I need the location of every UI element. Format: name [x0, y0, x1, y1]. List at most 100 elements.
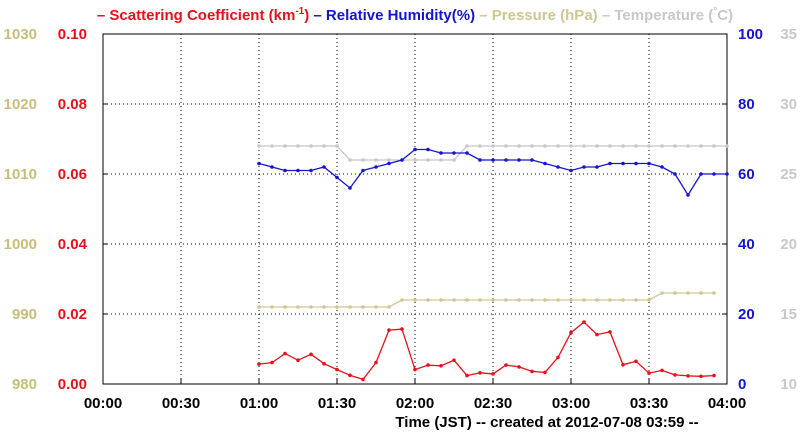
title-segment: – Pressure (hPa): [475, 7, 598, 24]
scattering-coefficient-point: [361, 377, 365, 382]
relative-humidity-point: [569, 168, 573, 173]
temperature-point: [309, 144, 313, 148]
pressure-point: [699, 291, 703, 295]
scattering-tick-label: 0.00: [58, 376, 87, 393]
scattering-coefficient-point: [257, 362, 261, 366]
scattering-coefficient-point: [309, 352, 313, 357]
temperature-point: [530, 144, 534, 148]
pressure-point: [361, 305, 365, 309]
scattering-coefficient-point: [296, 358, 300, 363]
relative-humidity-point: [478, 158, 482, 162]
pressure-point: [647, 298, 651, 302]
relative-humidity-point: [439, 151, 443, 155]
scattering-coefficient-point: [452, 358, 456, 363]
pressure-point: [309, 305, 313, 309]
temperature-point: [387, 158, 391, 162]
scattering-coefficient-point: [374, 360, 378, 365]
pressure-point: [439, 298, 443, 302]
pressure-point: [673, 291, 677, 295]
pressure-tick-label: 980: [12, 376, 37, 393]
scattering-coefficient-point: [335, 367, 339, 372]
title-segment: ): [304, 7, 309, 24]
temperature-point: [335, 144, 339, 148]
scattering-coefficient-point: [387, 328, 391, 332]
temperature-tick-label: 35: [780, 26, 797, 43]
title-segment: – Scattering Coefficient (km: [97, 7, 295, 24]
relative-humidity-point: [660, 165, 664, 169]
chart-title: – Scattering Coefficient (km-1) – Relati…: [97, 6, 733, 24]
temperature-tick-label: 20: [780, 236, 797, 253]
temperature-point: [439, 158, 443, 162]
temperature-point: [413, 158, 417, 162]
humidity-tick-label: 20: [738, 306, 755, 323]
pressure-point: [543, 298, 547, 302]
temperature-point: [270, 144, 274, 148]
temperature-point: [556, 144, 560, 148]
grid: [103, 34, 727, 384]
relative-humidity-point: [257, 161, 261, 166]
x-tick-label: 04:00: [708, 395, 746, 412]
pressure-point: [569, 298, 573, 302]
pressure-point: [335, 305, 339, 309]
y-axes: 98099010001010102010300.000.020.040.060.…: [4, 26, 797, 393]
scattering-coefficient-point: [608, 330, 612, 334]
title-segment: -1: [295, 6, 304, 17]
pressure-point: [413, 298, 417, 302]
temperature-tick-label: 30: [780, 96, 797, 113]
scattering-coefficient-point: [348, 373, 352, 378]
temperature-point: [426, 158, 430, 162]
temperature-tick-label: 15: [780, 306, 797, 323]
temperature-point: [712, 144, 716, 148]
relative-humidity-point: [283, 168, 287, 173]
relative-humidity-point: [400, 158, 404, 162]
scattering-coefficient-point: [283, 351, 287, 356]
pressure-point: [296, 305, 300, 309]
scattering-coefficient-point: [699, 374, 703, 379]
scattering-coefficient-point: [556, 355, 560, 360]
scattering-coefficient-point: [647, 371, 651, 375]
scattering-tick-label: 0.04: [58, 236, 88, 253]
pressure-tick-label: 1020: [4, 96, 37, 113]
pressure-point: [712, 291, 716, 295]
temperature-point: [348, 158, 352, 162]
pressure-point: [582, 298, 586, 302]
humidity-tick-label: 80: [738, 96, 755, 113]
x-axis-label: Time (JST) -- created at 2012-07-08 03:5…: [395, 414, 698, 431]
pressure-point: [491, 298, 495, 302]
pressure-point: [530, 298, 534, 302]
relative-humidity-point: [530, 158, 534, 162]
temperature-point: [296, 144, 300, 148]
temperature-point: [673, 144, 677, 148]
temperature-point: [283, 144, 287, 148]
relative-humidity-point: [270, 165, 274, 169]
pressure-point: [556, 298, 560, 302]
humidity-tick-label: 60: [738, 166, 755, 183]
pressure-point: [517, 298, 521, 302]
pressure-tick-label: 1030: [4, 26, 37, 43]
x-tick-label: 00:30: [162, 395, 200, 412]
title-segment: – Temperature (: [598, 7, 714, 24]
x-tick-label: 03:30: [630, 395, 668, 412]
temperature-point: [608, 144, 612, 148]
pressure-point: [400, 298, 404, 302]
x-axis: 00:00 00:30 01:00 01:30 02:00 02:30 03:00 03:30…: [84, 379, 746, 412]
relative-humidity-point: [465, 151, 469, 155]
temperature-tick-label: 10: [780, 376, 797, 393]
scattering-coefficient-point: [478, 371, 482, 375]
pressure-point: [595, 298, 599, 302]
temperature-point: [491, 144, 495, 148]
x-tick-label: 01:30: [318, 395, 356, 412]
temperature-point: [374, 158, 378, 162]
title-segment: °: [713, 6, 717, 17]
relative-humidity-point: [699, 172, 703, 176]
scattering-coefficient-line: [258, 321, 715, 381]
pressure-tick-label: 1010: [4, 166, 37, 183]
relative-humidity-point: [608, 161, 612, 166]
pressure-point: [608, 298, 612, 302]
relative-humidity-point: [322, 165, 326, 169]
relative-humidity-point: [673, 172, 677, 176]
x-tick-label: 03:00: [552, 395, 590, 412]
temperature-point: [257, 144, 261, 148]
temperature-point: [543, 144, 547, 148]
